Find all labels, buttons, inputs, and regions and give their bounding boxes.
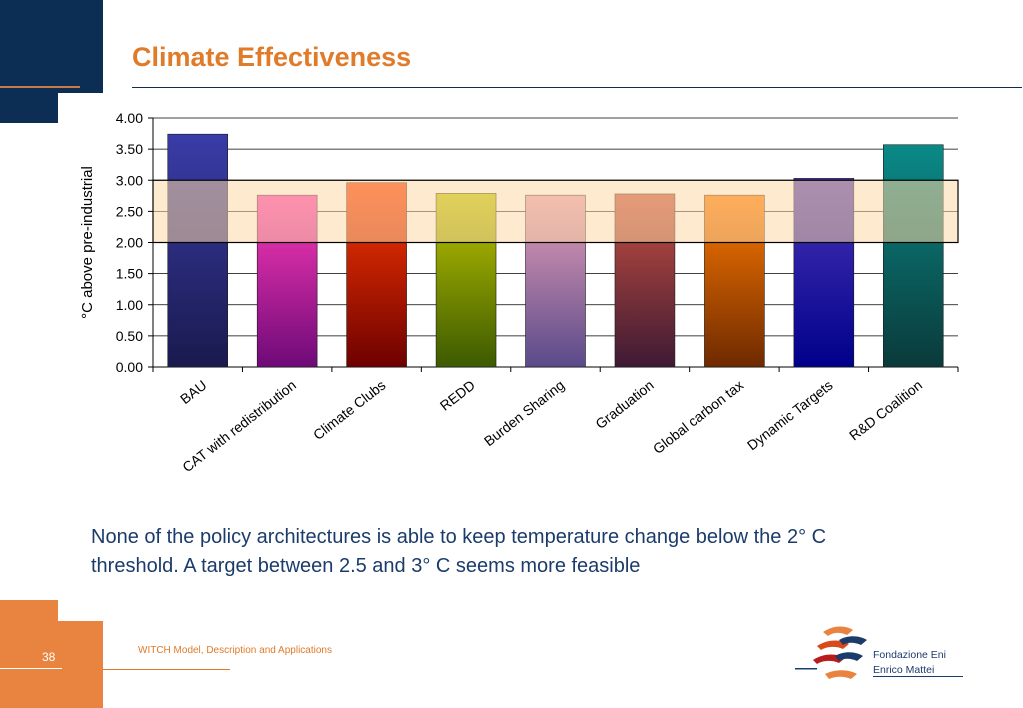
x-tick-label: Burden Sharing bbox=[481, 377, 568, 450]
bar bbox=[883, 144, 944, 368]
y-tick-label: 2.50 bbox=[116, 203, 143, 219]
page-number: 38 bbox=[42, 650, 56, 664]
title-divider bbox=[132, 87, 1022, 88]
y-tick-label: 4.00 bbox=[116, 110, 143, 126]
y-tick-label: 3.00 bbox=[116, 172, 143, 188]
slide-caption: None of the policy architectures is able… bbox=[91, 523, 991, 581]
y-tick-label: 3.50 bbox=[116, 141, 143, 157]
y-tick-label: 1.50 bbox=[116, 266, 143, 282]
footer-divider bbox=[103, 669, 230, 670]
y-axis-label: °C above pre-industrial bbox=[79, 166, 96, 319]
x-tick-label: R&D Coalition bbox=[846, 377, 925, 444]
target-band bbox=[152, 179, 959, 244]
y-tick-label: 0.50 bbox=[116, 328, 143, 344]
slide-title: Climate Effectiveness bbox=[132, 42, 412, 72]
y-tick-label: 1.00 bbox=[116, 297, 143, 313]
header-corner-tab bbox=[0, 93, 58, 123]
fondazione-eni-logo: Fondazione Eni Enrico Mattei bbox=[795, 626, 963, 679]
y-tick-label: 2.00 bbox=[116, 235, 143, 251]
header-corner-block bbox=[0, 0, 103, 93]
bar-chart: 0.00 0.50 1.00 1.50 2.00 2.50 3.00 3.50 4.00 BAU C… bbox=[79, 110, 959, 475]
y-tick-label: 0.00 bbox=[116, 359, 143, 375]
header-corner-line bbox=[0, 86, 80, 88]
svg-text:Fondazione Eni: Fondazione Eni bbox=[873, 649, 946, 661]
footer-corner-tab bbox=[0, 600, 58, 621]
bar bbox=[167, 133, 228, 368]
svg-text:Enrico Mattei: Enrico Mattei bbox=[873, 664, 934, 676]
footer-corner-block bbox=[0, 621, 103, 708]
x-tick-label: Graduation bbox=[592, 377, 656, 432]
caption-line-1: None of the policy architectures is able… bbox=[91, 526, 827, 548]
x-tick-label: BAU bbox=[177, 377, 210, 407]
x-tick-label: Climate Clubs bbox=[310, 377, 389, 443]
x-tick-label: Global carbon tax bbox=[650, 377, 746, 457]
caption-line-2: threshold. A target between 2.5 and 3° C… bbox=[91, 555, 641, 577]
page-number-underline bbox=[0, 668, 62, 669]
footer-title: WITCH Model, Description and Application… bbox=[138, 645, 332, 656]
x-tick-label: REDD bbox=[437, 377, 478, 414]
x-tick-label: Dynamic Targets bbox=[744, 377, 836, 454]
